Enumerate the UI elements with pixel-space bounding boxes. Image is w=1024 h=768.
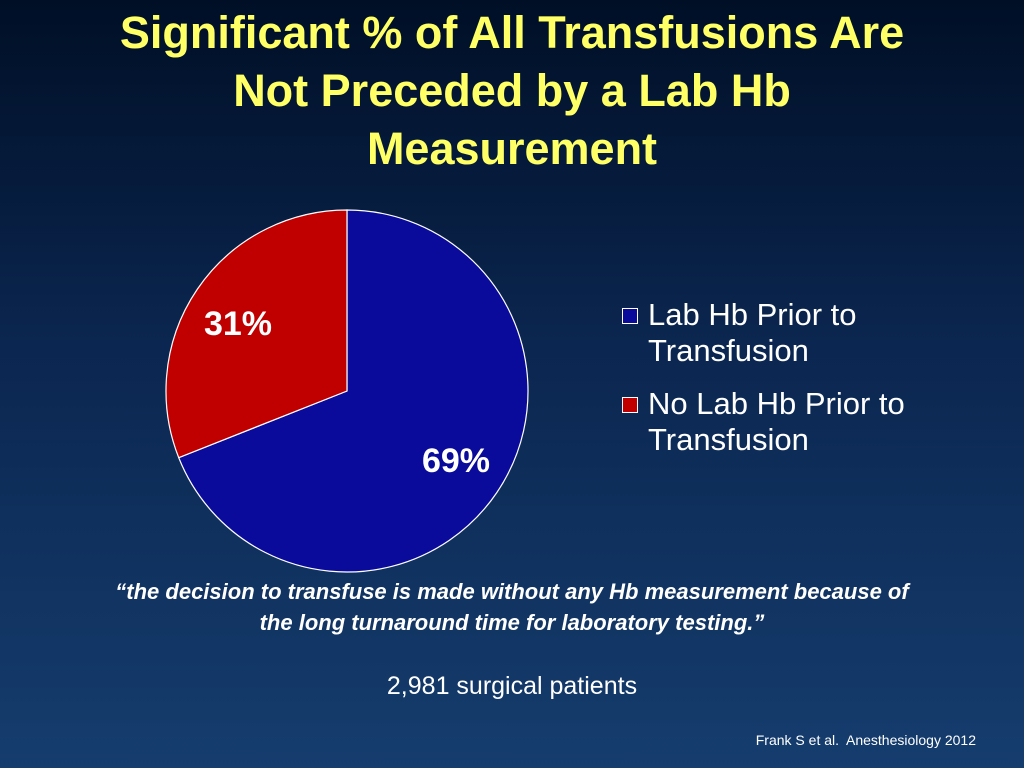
title-line: Not Preceded by a Lab Hb	[233, 65, 791, 116]
chart-legend: Lab Hb Prior to Transfusion No Lab Hb Pr…	[622, 297, 942, 475]
citation: Frank S et al. Anesthesiology 2012	[755, 732, 976, 748]
slide-title: Significant % of All Transfusions Are No…	[30, 4, 994, 178]
data-label-31: 31%	[204, 305, 272, 343]
patient-count: 2,981 surgical patients	[386, 672, 638, 700]
legend-label: Lab Hb Prior to Transfusion	[648, 297, 857, 368]
quote-line: “the decision to transfuse is made witho…	[115, 579, 909, 604]
quote-line: the long turnaround time for laboratory …	[259, 610, 765, 635]
slice-lab-hb-prior	[177, 209, 529, 573]
title-line: Measurement	[366, 123, 658, 174]
legend-swatch	[622, 397, 638, 413]
pie-slices: 69% 31%	[165, 209, 529, 573]
legend-label: No Lab Hb Prior to Transfusion	[648, 386, 905, 457]
data-label-69: 69%	[422, 442, 490, 480]
title-line: Significant % of All Transfusions Are	[119, 7, 905, 58]
legend-swatch	[622, 308, 638, 324]
legend-item-no-lab-hb-prior: No Lab Hb Prior to Transfusion	[622, 386, 942, 458]
slice-no-lab-hb-prior	[165, 209, 348, 459]
legend-item-lab-hb-prior: Lab Hb Prior to Transfusion	[622, 297, 942, 369]
quote-text: “the decision to transfuse is made witho…	[40, 576, 984, 638]
